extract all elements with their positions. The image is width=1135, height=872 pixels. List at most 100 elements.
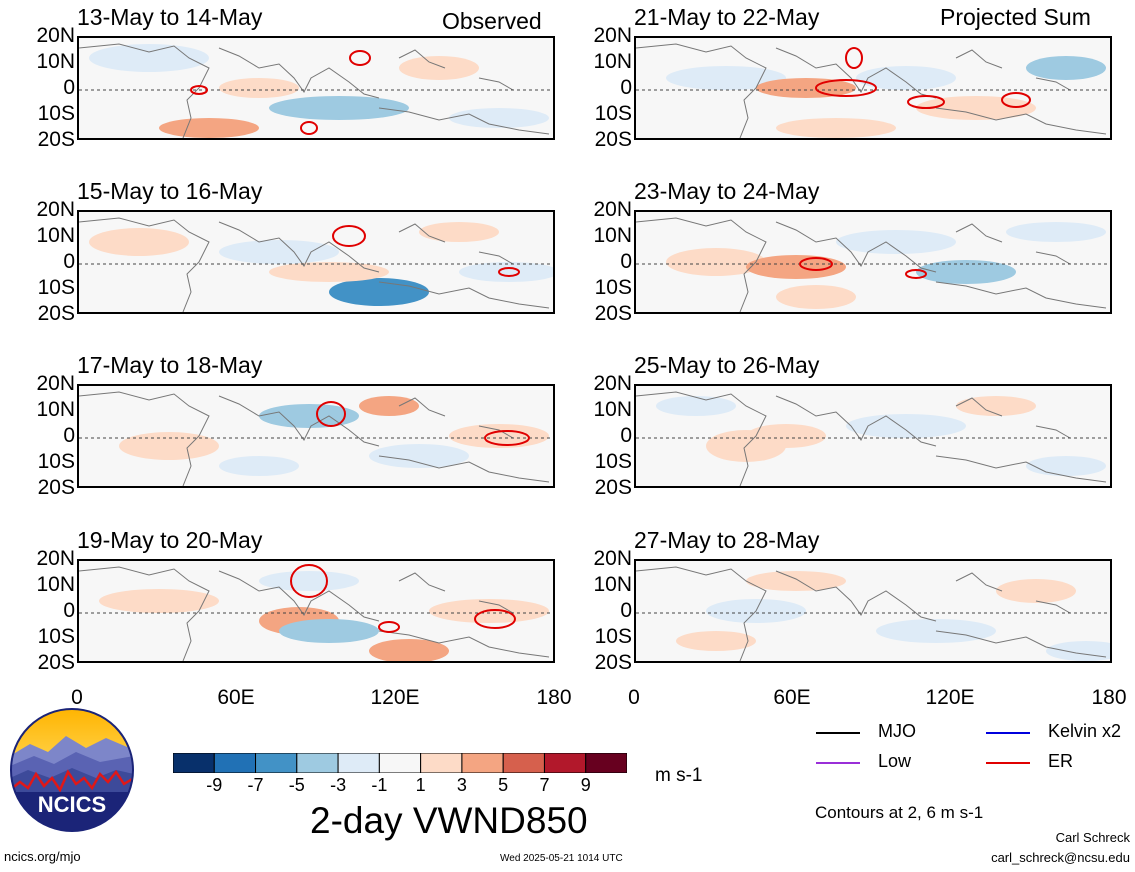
ncics-logo: NCICS bbox=[10, 708, 134, 832]
y-tick-label: 20N bbox=[593, 198, 632, 221]
y-tick-label: 20N bbox=[36, 198, 75, 221]
y-tick-label: 10S bbox=[594, 102, 632, 125]
y-tick-label: 10N bbox=[36, 573, 75, 596]
colorbar-segment bbox=[296, 752, 339, 774]
y-tick-label: 0 bbox=[63, 599, 75, 622]
shading-region bbox=[1046, 641, 1110, 661]
colorbar-segment bbox=[255, 752, 298, 774]
shading-region bbox=[359, 396, 419, 416]
shading-region bbox=[419, 222, 499, 242]
x-tick-label-right-0: 0 bbox=[628, 686, 640, 709]
er-contour bbox=[1001, 92, 1031, 108]
coastline bbox=[636, 391, 1107, 486]
er-contour bbox=[190, 85, 208, 95]
legend-label: Kelvin x2 bbox=[1048, 721, 1122, 741]
shading-region bbox=[956, 396, 1036, 416]
projected-header: Projected Sum bbox=[940, 4, 1091, 30]
map-panel bbox=[77, 210, 555, 314]
y-tick-label: 10N bbox=[36, 224, 75, 247]
er-contour bbox=[290, 564, 328, 598]
y-tick-label: 20S bbox=[37, 476, 75, 499]
shading-region bbox=[666, 66, 786, 90]
y-tick-label: 10S bbox=[594, 625, 632, 648]
x-tick-label-left-3: 180 bbox=[536, 686, 572, 709]
colorbar-tick-label: 5 bbox=[498, 775, 509, 795]
y-tick-label: 0 bbox=[63, 250, 75, 273]
colorbar-segment bbox=[420, 752, 463, 774]
y-tick-label: 20N bbox=[36, 547, 75, 570]
er-contour bbox=[845, 47, 863, 69]
footer-email[interactable]: carl_schreck@ncsu.edu bbox=[991, 850, 1130, 865]
map-panel bbox=[634, 384, 1112, 488]
panel-title: 19-May to 20-May bbox=[77, 527, 263, 553]
colorbar-segment bbox=[585, 752, 628, 774]
shading-region bbox=[996, 579, 1076, 603]
y-tick-label: 20N bbox=[36, 372, 75, 395]
colorbar-segment bbox=[337, 752, 380, 774]
er-contour bbox=[316, 401, 346, 427]
er-contour bbox=[474, 609, 516, 629]
y-tick-label: 10N bbox=[593, 573, 632, 596]
footer-author: Carl Schreck bbox=[1055, 830, 1130, 845]
colorbar-tick-label: 9 bbox=[580, 775, 591, 795]
colorbar-tick-label: -7 bbox=[247, 775, 264, 795]
shading-region bbox=[856, 66, 956, 90]
colorbar-segment bbox=[502, 752, 545, 774]
y-tick-label: 20N bbox=[593, 24, 632, 47]
y-tick-label: 20N bbox=[36, 24, 75, 47]
y-tick-label: 10S bbox=[594, 276, 632, 299]
legend-swatch bbox=[986, 732, 1030, 734]
footer-url[interactable]: ncics.org/mjo bbox=[4, 849, 81, 864]
legend-label: MJO bbox=[878, 721, 916, 741]
shading-region bbox=[746, 424, 826, 448]
y-tick-label: 20S bbox=[594, 128, 632, 151]
colorbar-tick-label: 7 bbox=[539, 775, 550, 795]
colorbar-tick-label: -1 bbox=[371, 775, 388, 795]
colorbar-segment bbox=[461, 752, 504, 774]
colorbar-tick-label: -3 bbox=[330, 775, 347, 795]
legend-swatch bbox=[986, 762, 1030, 764]
coastline bbox=[79, 43, 550, 138]
y-tick-label: 20S bbox=[37, 651, 75, 674]
y-tick-label: 10S bbox=[37, 450, 75, 473]
x-tick-label-right-1: 60E bbox=[773, 686, 811, 709]
y-tick-label: 20N bbox=[593, 547, 632, 570]
shading-region bbox=[1026, 456, 1106, 476]
coastline bbox=[79, 566, 550, 661]
x-tick-label-left-0: 0 bbox=[71, 686, 83, 709]
y-tick-label: 10N bbox=[593, 398, 632, 421]
coastline bbox=[79, 391, 550, 486]
y-tick-label: 20S bbox=[594, 302, 632, 325]
shading-region bbox=[369, 639, 449, 661]
shading-region bbox=[756, 78, 856, 98]
panel-title: 21-May to 22-May bbox=[634, 4, 820, 30]
colorbar-segment bbox=[172, 752, 215, 774]
observed-header: Observed bbox=[442, 8, 542, 34]
shading-region bbox=[1026, 56, 1106, 80]
shading-region bbox=[1006, 222, 1106, 242]
shading-region bbox=[746, 571, 846, 591]
legend-swatch bbox=[816, 732, 860, 734]
x-tick-label-right-3: 180 bbox=[1091, 686, 1127, 709]
colorbar-tick-label: 3 bbox=[456, 775, 467, 795]
colorbar-tick-label: -5 bbox=[288, 775, 305, 795]
y-tick-label: 20S bbox=[37, 302, 75, 325]
shading-region bbox=[219, 78, 299, 98]
shading-region bbox=[776, 285, 856, 309]
map-panel bbox=[634, 559, 1112, 663]
er-contour bbox=[484, 430, 530, 446]
er-contour bbox=[349, 50, 371, 66]
panel-title: 23-May to 24-May bbox=[634, 178, 820, 204]
er-contour bbox=[907, 95, 945, 109]
legend-swatch bbox=[816, 762, 860, 764]
shading-region bbox=[776, 118, 896, 138]
panel-title: 15-May to 16-May bbox=[77, 178, 263, 204]
coastline bbox=[636, 43, 1107, 138]
coastline bbox=[636, 566, 1107, 661]
shading-region bbox=[259, 404, 359, 428]
y-tick-label: 0 bbox=[620, 76, 632, 99]
shading-region bbox=[449, 108, 549, 128]
er-contour bbox=[332, 225, 366, 247]
colorbar-tick-label: -9 bbox=[206, 775, 223, 795]
colorbar-tick-label: 1 bbox=[415, 775, 426, 795]
